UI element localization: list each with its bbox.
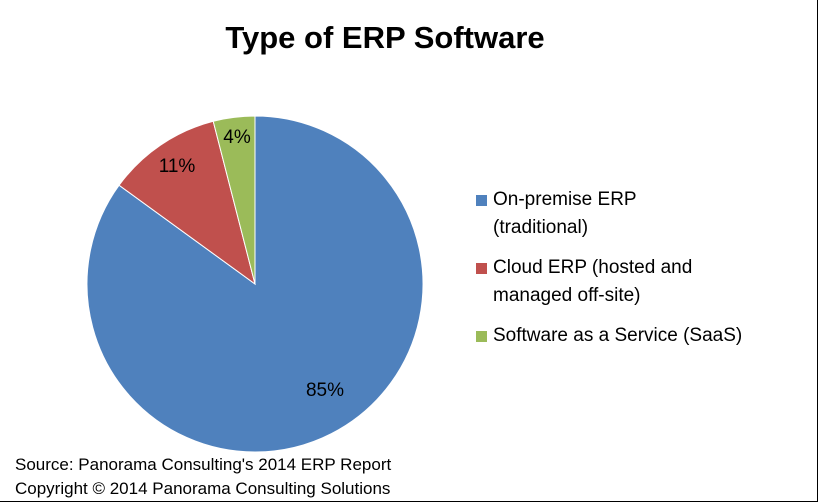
legend-label: Cloud ERP (hosted and: [493, 257, 693, 278]
source-note: Source: Panorama Consulting's 2014 ERP R…: [15, 453, 391, 501]
copyright-text: Copyright © 2014 Panorama Consulting Sol…: [15, 479, 391, 498]
legend-item-cloud: Cloud ERP (hosted and managed off-site): [476, 254, 806, 310]
legend-item-saas: Software as a Service (SaaS): [476, 322, 806, 350]
source-text: Source: Panorama Consulting's 2014 ERP R…: [15, 455, 392, 474]
legend-swatch-cloud: [476, 263, 487, 274]
slice-cloud: [118, 120, 256, 286]
data-label: 85%: [306, 380, 344, 401]
legend-label: On-premise ERP: [493, 189, 637, 210]
legend-swatch-on-premise: [476, 195, 487, 206]
chart-title: Type of ERP Software: [225, 20, 545, 55]
legend-label: Software as a Service (SaaS): [493, 325, 743, 346]
legend-label: (traditional): [493, 217, 589, 238]
legend-swatch-saas: [476, 331, 487, 342]
data-label: 11%: [159, 156, 196, 177]
legend-item-on-premise: On-premise ERP (traditional): [476, 186, 806, 242]
legend: On-premise ERP (traditional) Cloud ERP (…: [476, 186, 806, 362]
legend-label: managed off-site): [493, 285, 641, 306]
data-label: 4%: [223, 127, 251, 148]
slice-saas: [212, 115, 256, 285]
slice-on-premise: [86, 115, 424, 453]
